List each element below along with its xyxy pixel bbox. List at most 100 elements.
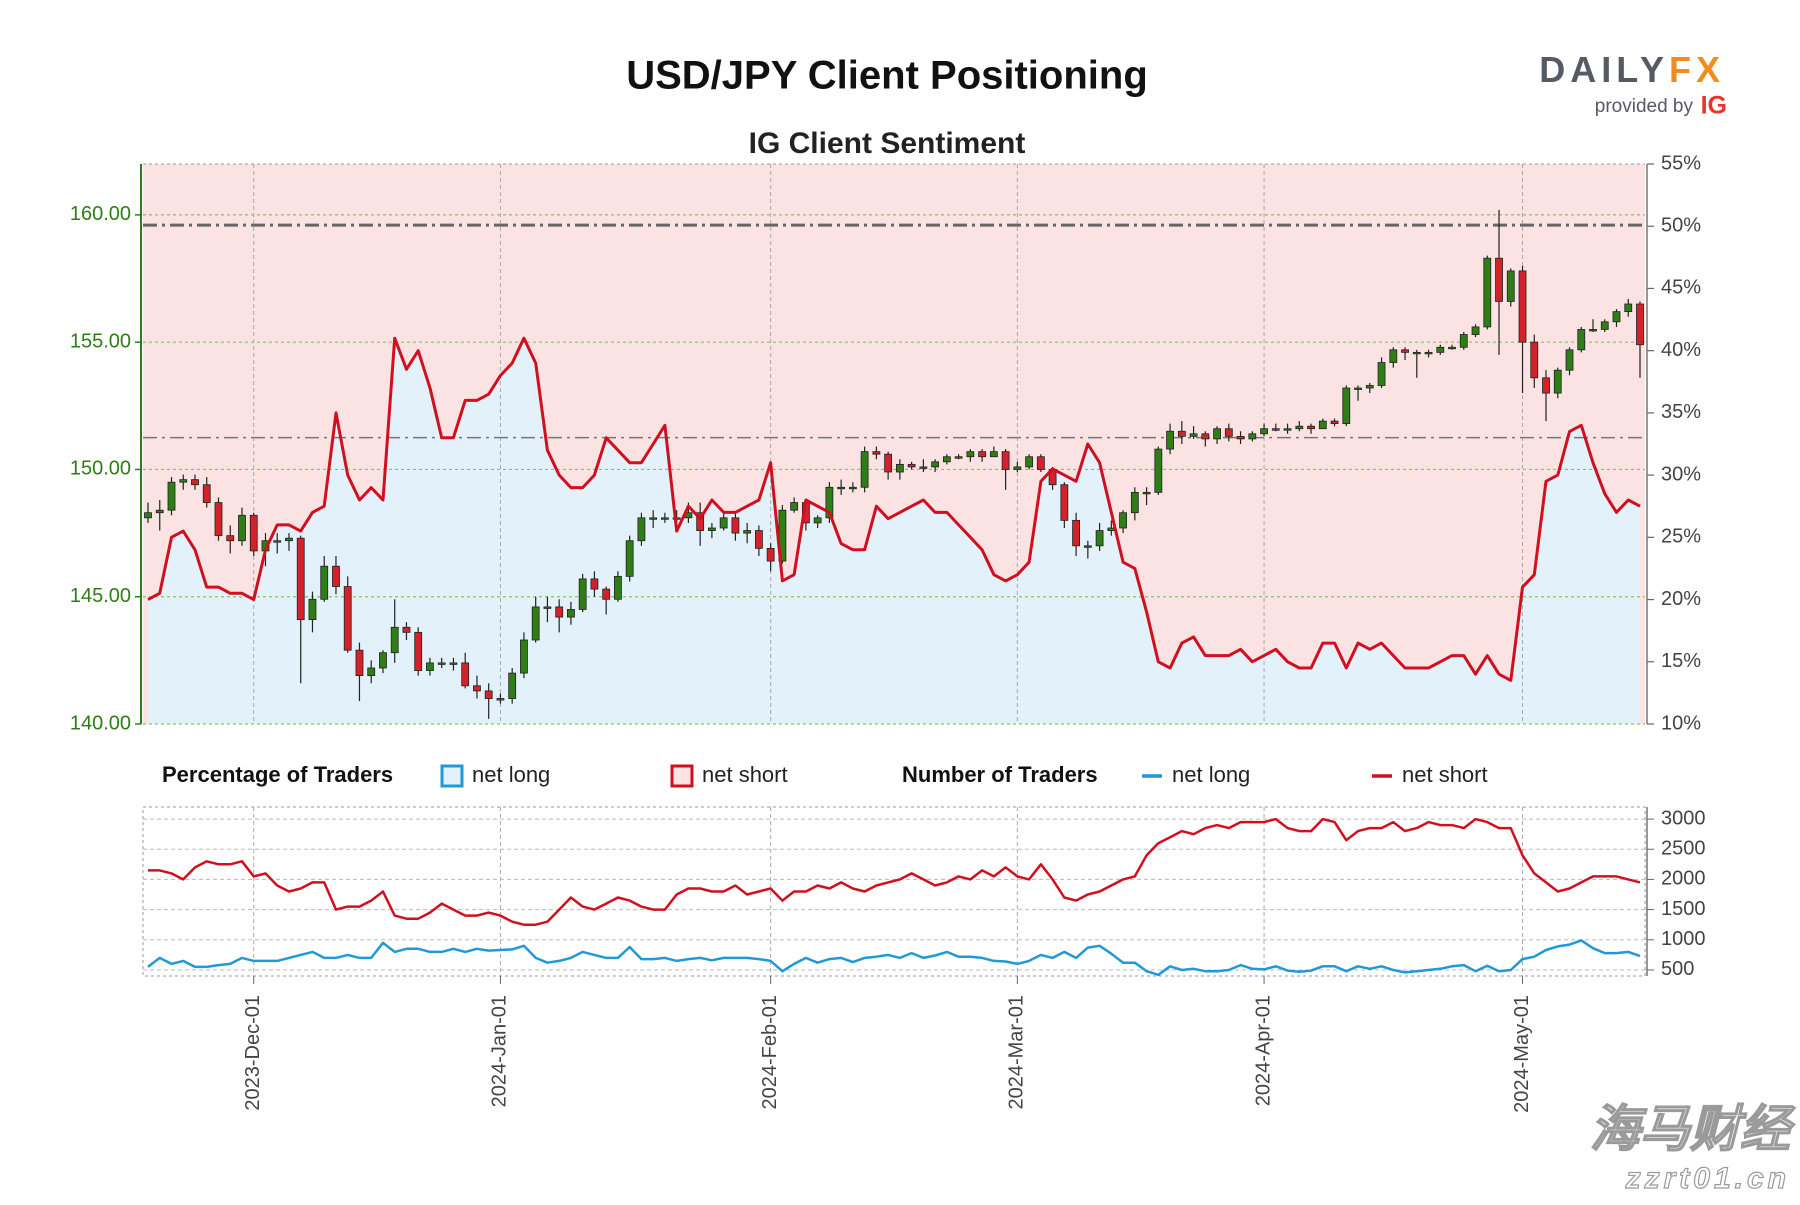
- candle-body: [919, 466, 928, 469]
- candle-body: [461, 662, 470, 687]
- candle-body: [1459, 334, 1468, 348]
- y-tick-label: 140.00: [70, 712, 131, 734]
- candle-body: [1060, 484, 1069, 521]
- candle-body: [191, 479, 199, 486]
- candle-body: [379, 652, 387, 669]
- candle-body: [308, 598, 317, 621]
- net-long-line: [147, 336, 1641, 682]
- candle-body: [1142, 491, 1151, 495]
- x-tick-label: 2024-Apr-01: [1252, 995, 1274, 1106]
- candle-body: [790, 502, 799, 511]
- count-tick-label: 1500: [1661, 898, 1706, 920]
- candle-body: [1166, 430, 1174, 450]
- y-tick-label: 160.00: [70, 203, 131, 225]
- x-tick-label: 2024-Jan-01: [489, 995, 511, 1107]
- logo-brand-main: DAILY: [1539, 49, 1669, 90]
- candle-body: [1283, 428, 1292, 431]
- y2-tick-label: 10%: [1661, 712, 1701, 734]
- candle-body: [590, 578, 599, 590]
- y2-tick-label: 20%: [1661, 588, 1701, 610]
- candle-body: [1342, 387, 1351, 425]
- candle-body: [390, 626, 399, 654]
- candle-body: [273, 540, 282, 543]
- count-tick-label: 500: [1661, 958, 1694, 980]
- candle-body: [155, 509, 164, 514]
- candle-body: [696, 512, 705, 531]
- candle-body: [1224, 428, 1233, 437]
- y2-tick-label: 45%: [1661, 277, 1701, 299]
- candle-body: [1530, 341, 1539, 379]
- candle-body: [614, 575, 622, 600]
- candle-body: [343, 586, 352, 651]
- candle-body: [1401, 349, 1409, 353]
- candle-body: [708, 527, 716, 531]
- count-tick-label: 2500: [1661, 838, 1706, 860]
- logo-mark: IG: [1701, 92, 1727, 120]
- candle-body: [743, 530, 752, 534]
- candle-body: [1424, 351, 1433, 355]
- legend-title: Percentage of Traders: [162, 762, 393, 787]
- legend-label: net short: [1402, 762, 1488, 787]
- candle-body: [1330, 420, 1339, 425]
- y-tick-label: 145.00: [70, 585, 131, 607]
- candle-body: [1483, 257, 1492, 328]
- legend-swatch: [670, 764, 694, 788]
- candle-body: [1377, 362, 1386, 386]
- candle-body: [1354, 387, 1362, 390]
- candle-body: [320, 565, 329, 600]
- candle-body: [649, 517, 658, 520]
- candle-body: [719, 517, 728, 529]
- candle-body: [484, 690, 493, 699]
- candle-body: [1177, 430, 1186, 437]
- candle-body: [1600, 321, 1609, 330]
- candle-body: [1389, 349, 1398, 363]
- x-tick-label: 2023-Dec-01: [242, 995, 264, 1111]
- net-long-area: [148, 338, 1640, 724]
- logo-brand: DAILYFX: [1539, 49, 1725, 90]
- candle-body: [1271, 428, 1280, 431]
- candle-body: [754, 530, 763, 549]
- candle-body: [813, 517, 822, 524]
- legend-label: net long: [472, 762, 550, 787]
- legend-label: net long: [1172, 762, 1250, 787]
- count-panel-frame: [142, 806, 1646, 977]
- count-tick-label: 3000: [1661, 807, 1706, 829]
- candle-body: [942, 456, 951, 463]
- candle-body: [1295, 425, 1304, 430]
- legend-swatch: [440, 764, 464, 788]
- candle-body: [966, 451, 975, 458]
- candle-body: [1624, 303, 1633, 313]
- candle-body: [1471, 326, 1480, 335]
- candle-body: [179, 479, 188, 483]
- candle-body: [895, 463, 904, 473]
- candle-body: [285, 537, 293, 542]
- candle-body: [884, 453, 893, 473]
- candle-body: [766, 547, 775, 562]
- candle-body: [1412, 351, 1421, 355]
- candle-body: [449, 662, 458, 665]
- candle-body: [1001, 451, 1010, 470]
- candle-body: [637, 517, 646, 542]
- candle-body: [355, 649, 364, 677]
- count-tick-label: 2000: [1661, 868, 1706, 890]
- candle-body: [531, 606, 540, 641]
- candle-body: [1189, 433, 1198, 437]
- x-tick-label: 2024-Feb-01: [759, 995, 781, 1110]
- candle-body: [860, 451, 869, 488]
- candle-body: [978, 451, 987, 458]
- y2-tick-label: 40%: [1661, 339, 1701, 361]
- candle-body: [625, 540, 634, 577]
- y2-tick-label: 15%: [1661, 650, 1701, 672]
- candle-body: [508, 672, 517, 699]
- candle-body: [1025, 456, 1034, 468]
- candle-body: [496, 698, 505, 701]
- candle-body: [731, 517, 740, 534]
- candle-body: [555, 606, 564, 618]
- candle-body: [1506, 270, 1515, 302]
- candle-body: [1518, 270, 1527, 343]
- count-tick-label: 1000: [1661, 928, 1706, 950]
- candle-body: [226, 535, 235, 542]
- candle-body: [414, 631, 423, 671]
